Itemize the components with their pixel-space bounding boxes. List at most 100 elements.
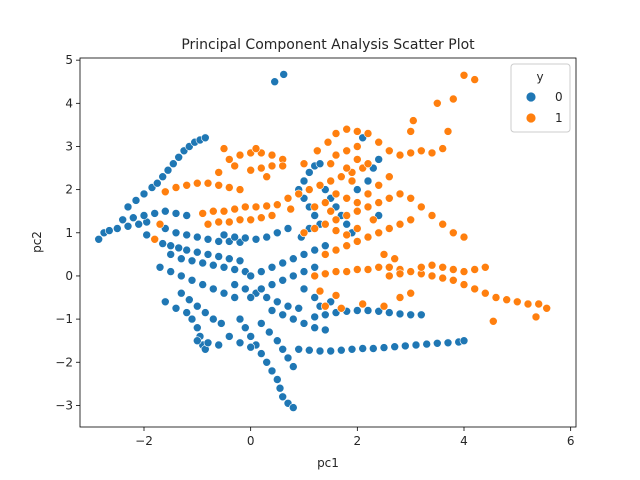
data-point-series-0 [246,342,255,352]
data-point-series-1 [459,280,469,289]
data-point-series-0 [272,228,282,238]
data-point-series-0 [278,275,288,285]
data-point-series-1 [363,265,373,274]
data-point-series-0 [177,254,186,264]
data-point-series-1 [406,127,416,136]
data-point-series-0 [352,185,362,194]
data-point-series-0 [304,345,314,355]
data-point-series-0 [174,243,183,253]
data-point-series-0 [459,336,469,346]
data-point-series-0 [209,314,218,324]
data-point-series-0 [379,343,389,352]
data-point-series-1 [352,224,362,233]
data-point-series-0 [310,245,320,255]
data-point-series-0 [185,295,194,305]
data-point-series-0 [315,159,325,168]
data-point-series-1 [352,265,362,274]
data-point-series-1 [448,265,458,274]
data-point-series-0 [288,254,298,264]
data-point-series-0 [256,319,266,328]
points-layer [94,70,552,412]
data-point-series-1 [310,224,320,233]
data-point-series-0 [299,267,309,276]
data-point-series-1 [480,262,490,272]
data-point-series-1 [219,144,229,153]
data-point-series-0 [198,280,207,289]
data-point-series-0 [182,230,191,240]
data-point-series-0 [187,256,197,266]
data-point-series-1 [374,262,384,272]
data-point-series-0 [278,392,288,402]
data-point-series-1 [323,137,333,147]
data-point-series-0 [384,308,394,317]
x-axis-title: pc1 [317,456,339,470]
data-point-series-0 [131,196,141,205]
data-point-series-1 [347,176,357,186]
data-point-series-1 [374,137,384,147]
data-point-series-0 [193,232,202,242]
data-point-series-1 [459,232,469,242]
data-point-series-1 [416,202,426,212]
data-point-series-0 [214,252,223,261]
data-point-series-0 [219,288,229,298]
data-point-series-1 [384,172,394,181]
data-point-series-1 [331,226,341,235]
data-point-series-0 [166,241,175,250]
data-point-series-0 [294,303,304,313]
data-point-series-1 [480,288,490,298]
data-point-series-1 [512,297,522,307]
data-point-series-1 [390,254,400,264]
data-point-series-0 [158,172,167,181]
data-point-series-1 [352,127,362,136]
data-point-series-0 [230,293,239,302]
data-point-series-0 [134,219,143,229]
y-tick-label: −3 [55,398,73,412]
data-point-series-0 [209,284,218,294]
y-axis: −3 −2 −1 0 1 2 3 4 5 [55,53,80,412]
data-point-series-0 [246,271,255,281]
data-point-series-0 [219,262,229,272]
data-point-series-0 [214,237,223,246]
data-point-series-0 [299,176,309,186]
data-point-series-1 [384,271,394,281]
data-point-series-1 [342,124,352,134]
data-point-series-1 [286,204,296,214]
data-point-series-1 [406,194,416,203]
data-point-series-1 [384,146,394,156]
data-point-series-0 [320,325,330,335]
data-point-series-0 [161,206,170,216]
data-point-series-1 [534,299,544,309]
y-tick-label: 4 [65,96,73,110]
data-point-series-1 [363,159,373,168]
data-point-series-1 [251,144,261,153]
data-point-series-1 [331,215,341,225]
data-point-series-1 [432,99,442,108]
data-point-series-1 [299,159,309,168]
data-point-series-0 [275,383,285,393]
data-point-series-1 [267,161,277,171]
data-point-series-0 [411,340,421,350]
data-point-series-0 [203,235,213,244]
data-point-series-1 [406,148,416,158]
data-point-series-0 [358,344,368,353]
data-point-series-1 [352,206,362,216]
data-point-series-1 [416,146,426,156]
data-point-series-0 [270,77,280,86]
plot-frame [79,57,577,428]
data-point-series-0 [267,306,277,315]
data-point-series-1 [502,295,512,305]
data-point-series-1 [161,187,170,197]
data-point-series-1 [214,181,223,190]
data-point-series-1 [384,224,394,233]
data-point-series-1 [235,185,245,194]
data-point-series-1 [374,228,384,238]
legend-label-1: 1 [555,111,563,125]
data-point-series-1 [326,159,336,168]
data-point-series-0 [171,209,181,218]
data-point-series-1 [342,211,352,220]
data-point-series-1 [342,230,352,240]
data-point-series-0 [400,341,410,351]
data-point-series-0 [171,228,181,238]
data-point-series-1 [379,250,389,259]
data-point-series-0 [390,342,400,352]
